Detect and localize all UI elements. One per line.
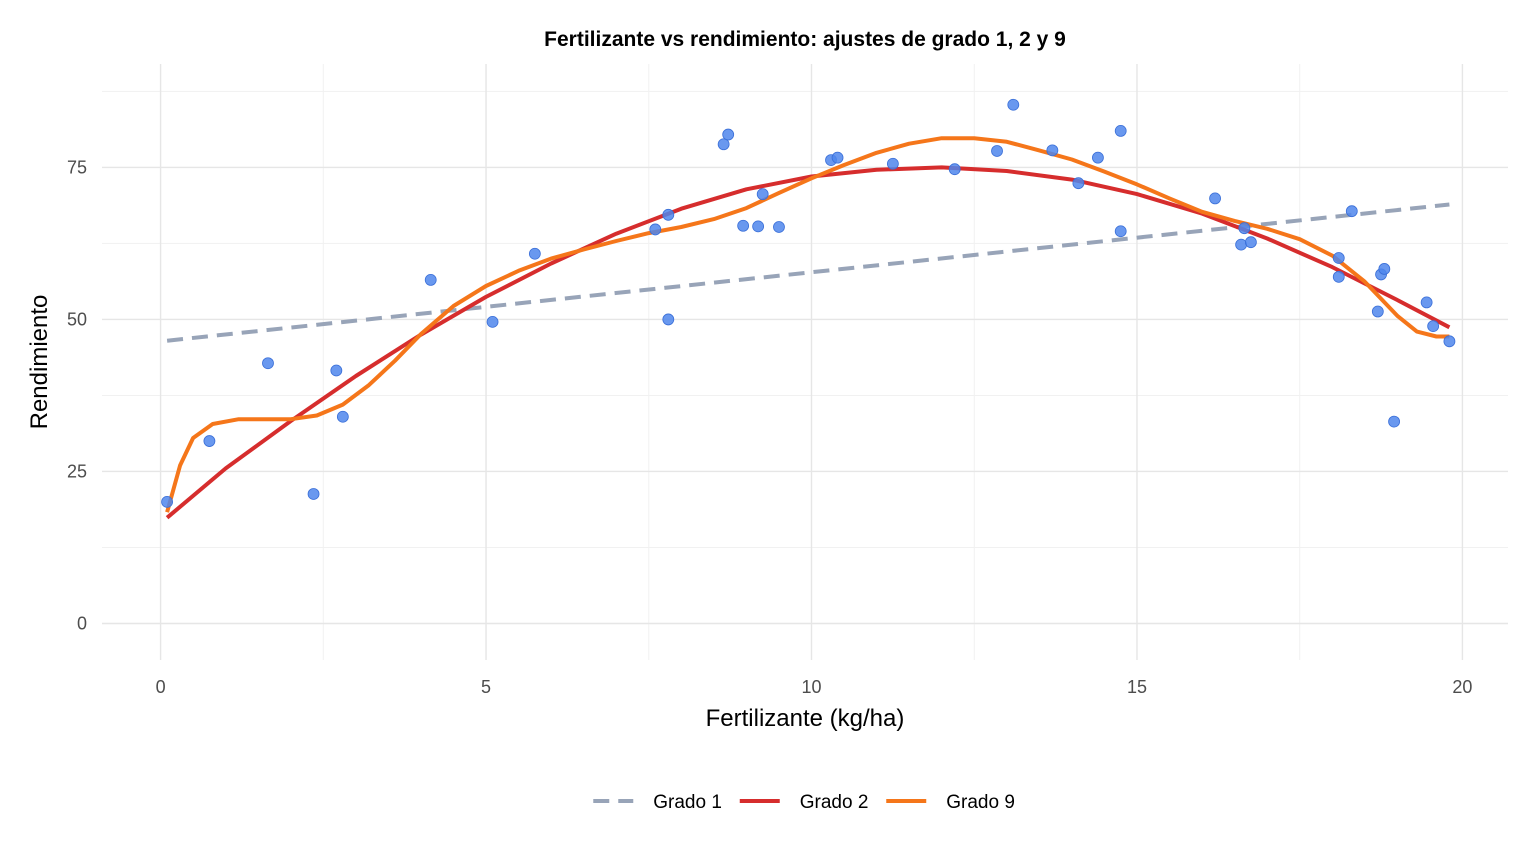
data-point <box>1072 177 1085 190</box>
grid <box>102 64 1508 660</box>
data-point <box>1007 98 1020 111</box>
data-point <box>1427 320 1440 333</box>
legend-label: Grado 1 <box>653 792 722 813</box>
data-point <box>662 313 675 326</box>
legend-label: Grado 2 <box>800 792 869 813</box>
data-point <box>161 495 173 508</box>
data-point <box>307 488 320 500</box>
series-line-grado-1 <box>166 202 1450 343</box>
x-axis-title: Fertilizante (kg/ha) <box>706 705 905 732</box>
data-point <box>1209 192 1221 205</box>
y-tick-label: 0 <box>77 614 87 634</box>
x-tick-label: 20 <box>1452 677 1472 697</box>
y-axis-title: Rendimiento <box>26 295 53 430</box>
series-line-grado-9 <box>165 136 1450 513</box>
data-point <box>330 364 343 377</box>
x-tick-label: 0 <box>156 677 166 697</box>
data-point <box>424 273 437 286</box>
data-point <box>1388 415 1400 428</box>
data-point <box>528 247 541 260</box>
data-point <box>662 208 675 221</box>
y-tick-label: 25 <box>67 461 87 481</box>
y-tick-label: 75 <box>67 157 87 177</box>
data-point <box>991 145 1003 157</box>
legend: Grado 1 Grado 2 Grado 9 <box>593 792 1015 813</box>
data-point <box>1332 270 1345 283</box>
data-point <box>486 315 499 328</box>
data-point <box>1114 124 1127 137</box>
data-point <box>336 410 349 423</box>
y-axis-ticks: 0 25 50 75 <box>67 157 87 633</box>
data-point <box>649 223 662 236</box>
data-point <box>1332 252 1345 264</box>
x-axis-ticks: 0 5 10 15 20 <box>156 677 1473 697</box>
data-point <box>717 138 730 151</box>
x-tick-label: 5 <box>481 677 491 697</box>
data-point <box>1235 238 1248 251</box>
data-point <box>1046 144 1059 157</box>
data-point <box>1443 335 1456 348</box>
data-point <box>773 221 785 233</box>
chart-title: Fertilizante vs rendimiento: ajustes de … <box>544 28 1066 51</box>
y-tick-label: 50 <box>67 309 87 329</box>
data-point <box>262 357 274 370</box>
data-point <box>1378 263 1391 275</box>
data-point <box>886 157 899 170</box>
legend-label: Grado 9 <box>946 792 1015 813</box>
data-point <box>722 128 735 141</box>
x-tick-label: 15 <box>1127 677 1147 697</box>
data-point <box>1092 151 1104 164</box>
data-point <box>1371 305 1384 318</box>
x-tick-label: 10 <box>801 677 821 697</box>
data-point <box>831 151 844 164</box>
data-point <box>1238 222 1251 235</box>
data-point <box>1244 236 1257 249</box>
points-layer <box>161 98 1456 508</box>
data-point <box>1345 205 1358 218</box>
data-point <box>737 219 750 232</box>
data-point <box>752 220 765 233</box>
data-point <box>756 188 769 201</box>
data-point <box>203 435 216 447</box>
data-point <box>1420 296 1433 309</box>
data-point <box>948 163 961 176</box>
data-point <box>1114 225 1127 238</box>
